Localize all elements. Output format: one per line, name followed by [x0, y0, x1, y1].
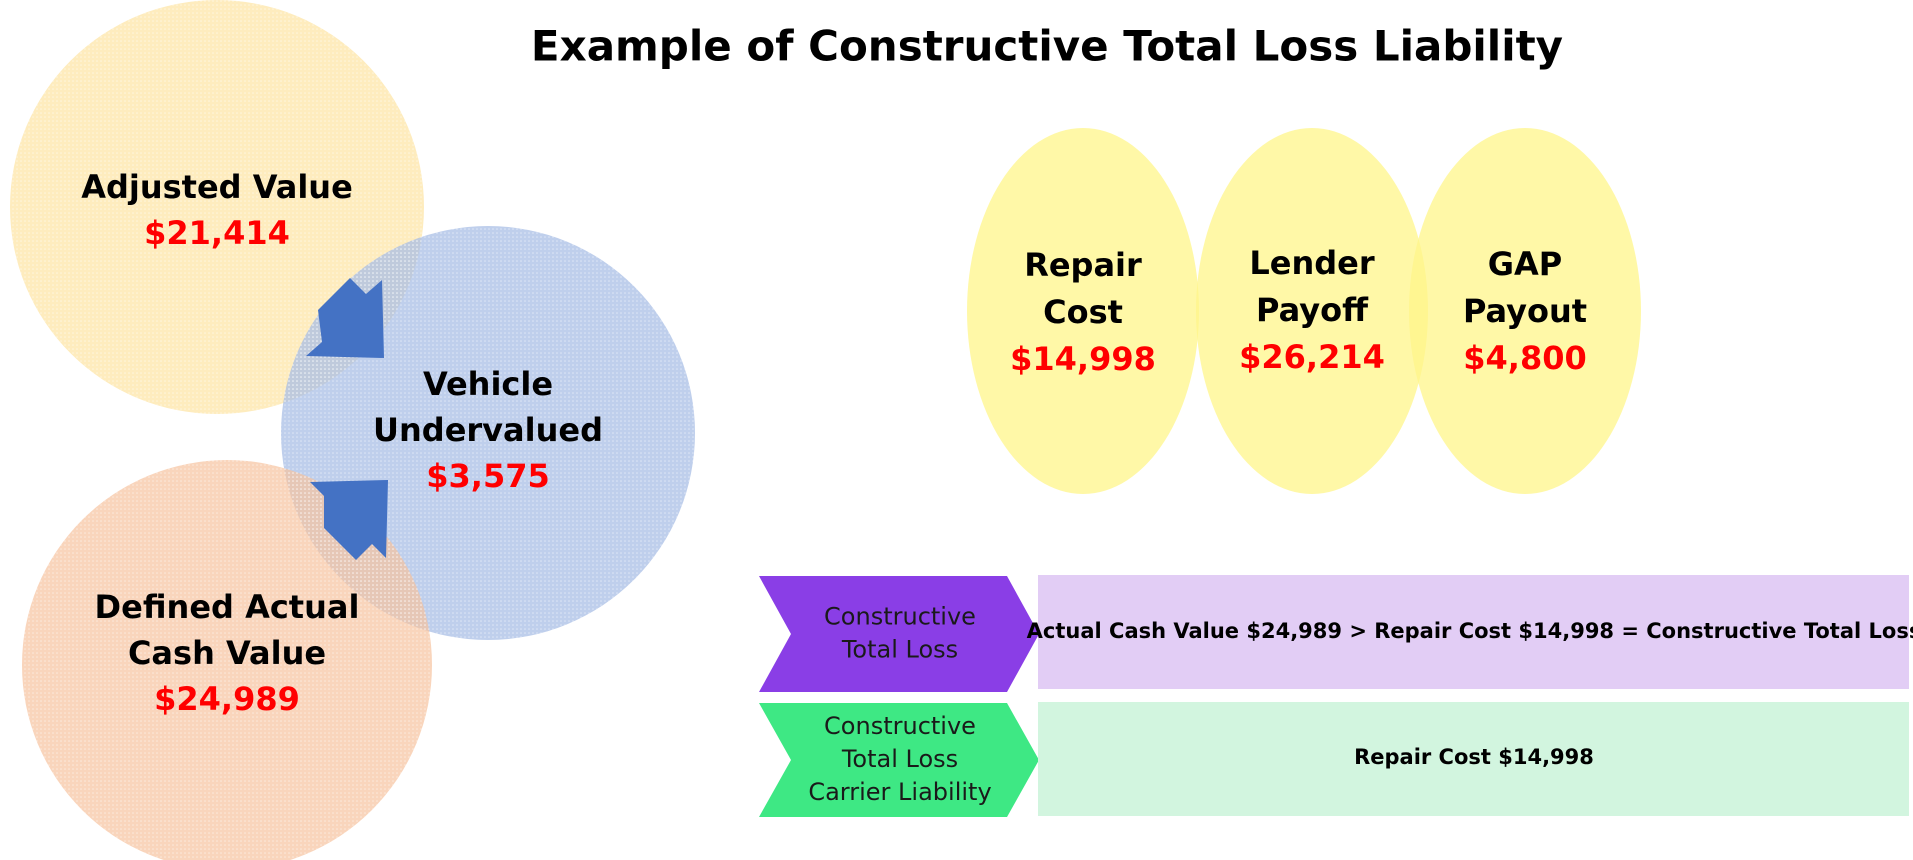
amount: $4,800 — [1463, 339, 1586, 377]
label: Repair — [1024, 246, 1142, 284]
box — [1038, 575, 1909, 689]
label: Defined Actual — [95, 588, 360, 626]
label: Vehicle — [423, 365, 553, 403]
label: Cash Value — [128, 634, 326, 672]
box — [1038, 702, 1909, 816]
row-text: Repair Cost $14,998 — [1354, 745, 1594, 769]
label: Cost — [1043, 293, 1123, 331]
row-label: Total Loss — [841, 745, 958, 773]
amount: $14,998 — [1010, 340, 1156, 378]
label: Undervalued — [373, 411, 603, 449]
amount: $21,414 — [144, 214, 290, 252]
ellipse-gap — [1409, 128, 1641, 494]
label: Payout — [1463, 292, 1587, 330]
arrow — [310, 480, 388, 560]
title: Example of Constructive Total Loss Liabi… — [531, 22, 1563, 71]
arrow — [306, 278, 384, 358]
row-label: Carrier Liability — [808, 778, 991, 806]
chevron — [759, 703, 1039, 817]
amount: $24,989 — [154, 680, 300, 718]
row-label: Constructive — [824, 603, 976, 631]
ellipse-repair — [967, 128, 1199, 494]
amount: $26,214 — [1239, 338, 1385, 376]
label: Payoff — [1256, 291, 1369, 329]
label: Lender — [1249, 244, 1374, 282]
ellipse-lender — [1196, 128, 1428, 494]
label: Adjusted Value — [81, 168, 353, 206]
row-label: Constructive — [824, 712, 976, 740]
row-label: Total Loss — [841, 636, 958, 664]
chevron — [759, 576, 1039, 692]
amount: $3,575 — [426, 457, 549, 495]
row-text: Actual Cash Value $24,989 > Repair Cost … — [1027, 619, 1913, 643]
label: GAP — [1488, 245, 1562, 283]
